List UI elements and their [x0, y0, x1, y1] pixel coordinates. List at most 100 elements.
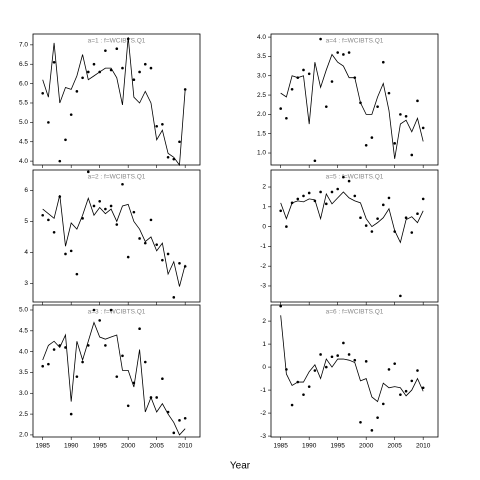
data-point [416, 369, 419, 372]
data-point [98, 70, 101, 74]
y-tick-label: 5.0 [19, 307, 28, 314]
y-tick-label: 4 [24, 249, 28, 256]
data-point [121, 354, 124, 358]
panel-title: a=1 : f=WCIBTS.Q1 [88, 38, 146, 45]
data-point [52, 230, 56, 234]
data-point [161, 258, 164, 262]
y-tick-label: 5 [24, 218, 28, 225]
data-point [92, 204, 96, 208]
data-point [98, 199, 101, 203]
data-point [81, 360, 84, 364]
x-tick-label: 1995 [92, 443, 107, 450]
data-point [64, 252, 67, 256]
data-point [324, 202, 328, 206]
data-point [324, 105, 328, 108]
data-point [399, 113, 402, 116]
panel-frame [270, 304, 439, 438]
y-tick-label: 5.5 [19, 100, 28, 107]
data-point [404, 115, 408, 118]
data-point [41, 364, 44, 368]
y-tick-label: 1.5 [257, 130, 266, 137]
data-point [132, 381, 136, 385]
data-point [143, 241, 147, 245]
panel-frame [32, 304, 201, 438]
data-point [399, 393, 402, 396]
y-tick-label: 6.0 [19, 80, 28, 87]
data-point [330, 80, 334, 83]
data-point [138, 327, 141, 331]
data-point [302, 68, 305, 72]
y-tick-label: 7.0 [19, 42, 28, 49]
y-tick-label: 0 [262, 223, 266, 230]
data-point [347, 179, 351, 183]
y-tick-label: 4.0 [19, 158, 28, 165]
data-point [307, 191, 311, 195]
data-point [86, 70, 90, 74]
y-tick-label: -3 [260, 283, 266, 290]
data-point [115, 47, 119, 51]
data-point [126, 404, 130, 408]
data-point [285, 368, 288, 371]
y-tick-label: 2 [262, 318, 266, 325]
y-tick-label: 5.0 [19, 119, 28, 126]
data-point [336, 354, 339, 357]
series-line [280, 53, 424, 159]
data-point [47, 362, 50, 366]
y-tick-label: 1 [262, 204, 266, 211]
data-point [132, 210, 136, 214]
panel-frame [270, 169, 439, 303]
y-tick-label: 3 [24, 280, 28, 287]
data-point [364, 143, 368, 147]
data-point [342, 53, 345, 56]
y-tick-label: 2.5 [257, 92, 266, 99]
y-tick-label: -2 [260, 410, 266, 417]
data-point [149, 218, 153, 222]
x-axis-label: Year [230, 461, 251, 472]
data-point [121, 66, 124, 70]
x-tick-label: 2000 [359, 443, 374, 450]
data-point [387, 91, 391, 95]
data-point [155, 124, 158, 128]
data-point [86, 344, 90, 347]
data-point [376, 217, 379, 220]
data-point [183, 265, 187, 268]
data-point [69, 249, 73, 253]
data-point [393, 362, 396, 365]
y-tick-label: 1.0 [257, 150, 266, 157]
data-point [410, 153, 414, 157]
data-point [138, 237, 141, 240]
series-line [280, 191, 424, 244]
y-tick-label: 3.5 [257, 53, 266, 60]
y-tick-label: -1 [260, 243, 266, 250]
y-tick-label: 1 [262, 341, 266, 348]
data-point [161, 377, 164, 381]
data-point [290, 87, 294, 91]
y-tick-label: -3 [260, 433, 266, 440]
series-line [280, 315, 424, 403]
data-point [155, 243, 158, 246]
data-point [92, 308, 96, 312]
data-point [353, 358, 357, 362]
panel-title: a=5 : f=WCIBTS.Q1 [326, 174, 384, 181]
data-point [421, 386, 425, 390]
data-point [313, 159, 317, 163]
data-point [285, 225, 288, 228]
data-point [296, 197, 300, 201]
y-tick-label: 3.0 [257, 72, 266, 79]
data-point [421, 197, 425, 201]
data-point [376, 416, 379, 419]
y-tick-label: 2.0 [257, 111, 266, 118]
data-point [47, 121, 50, 124]
y-tick-label: 2 [262, 184, 266, 191]
data-point [285, 116, 288, 120]
data-point [149, 396, 153, 399]
panel-title: a=3 : f=WCIBTS.Q1 [88, 309, 146, 316]
data-point [404, 389, 408, 393]
series-line [42, 37, 186, 167]
data-point [81, 217, 84, 220]
data-point [149, 66, 153, 70]
data-point [364, 360, 368, 363]
data-point [307, 72, 311, 76]
y-tick-label: 4.0 [19, 348, 28, 355]
data-point [109, 68, 113, 72]
